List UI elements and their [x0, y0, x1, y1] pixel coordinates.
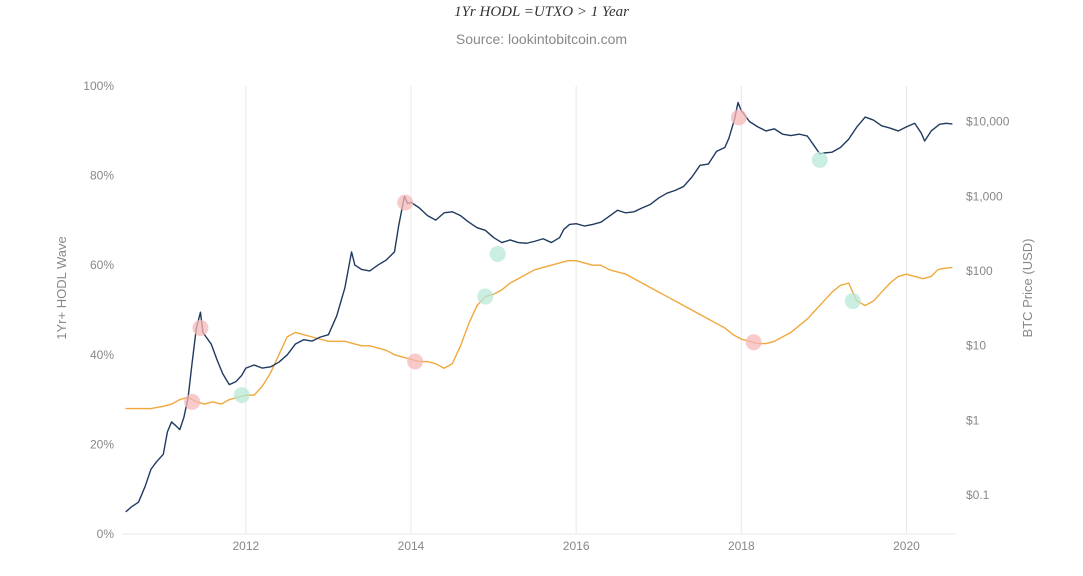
- chart-title: 1Yr HODL =UTXO > 1 Year: [0, 0, 1083, 21]
- svg-text:20%: 20%: [90, 437, 114, 451]
- svg-text:2014: 2014: [398, 539, 425, 553]
- y-left-axis-label: 1Yr+ HODL Wave: [54, 236, 69, 339]
- svg-text:80%: 80%: [90, 169, 114, 183]
- svg-text:60%: 60%: [90, 258, 114, 272]
- svg-text:100%: 100%: [83, 79, 114, 93]
- svg-text:$10: $10: [966, 339, 986, 353]
- svg-text:$1: $1: [966, 413, 980, 427]
- chart-source: Source: lookintobitcoin.com: [0, 31, 1083, 47]
- svg-text:2016: 2016: [563, 539, 590, 553]
- svg-text:$10,000: $10,000: [966, 115, 1010, 129]
- chart-container: 1Yr HODL =UTXO > 1 Year Source: lookinto…: [0, 0, 1083, 576]
- chart-svg: 2012 2014 2016 2018 2020 0% 20% 40% 60% 80% 100% $0…: [76, 78, 1026, 558]
- svg-text:2018: 2018: [728, 539, 755, 553]
- svg-text:2020: 2020: [893, 539, 920, 553]
- svg-text:$1,000: $1,000: [966, 189, 1003, 203]
- svg-text:$100: $100: [966, 264, 993, 278]
- svg-text:2012: 2012: [233, 539, 260, 553]
- svg-text:$0.1: $0.1: [966, 488, 990, 502]
- svg-text:0%: 0%: [97, 527, 115, 541]
- svg-text:40%: 40%: [90, 348, 114, 362]
- plot-area: 2012 2014 2016 2018 2020 0% 20% 40% 60% 80% 100% $0…: [76, 78, 1026, 558]
